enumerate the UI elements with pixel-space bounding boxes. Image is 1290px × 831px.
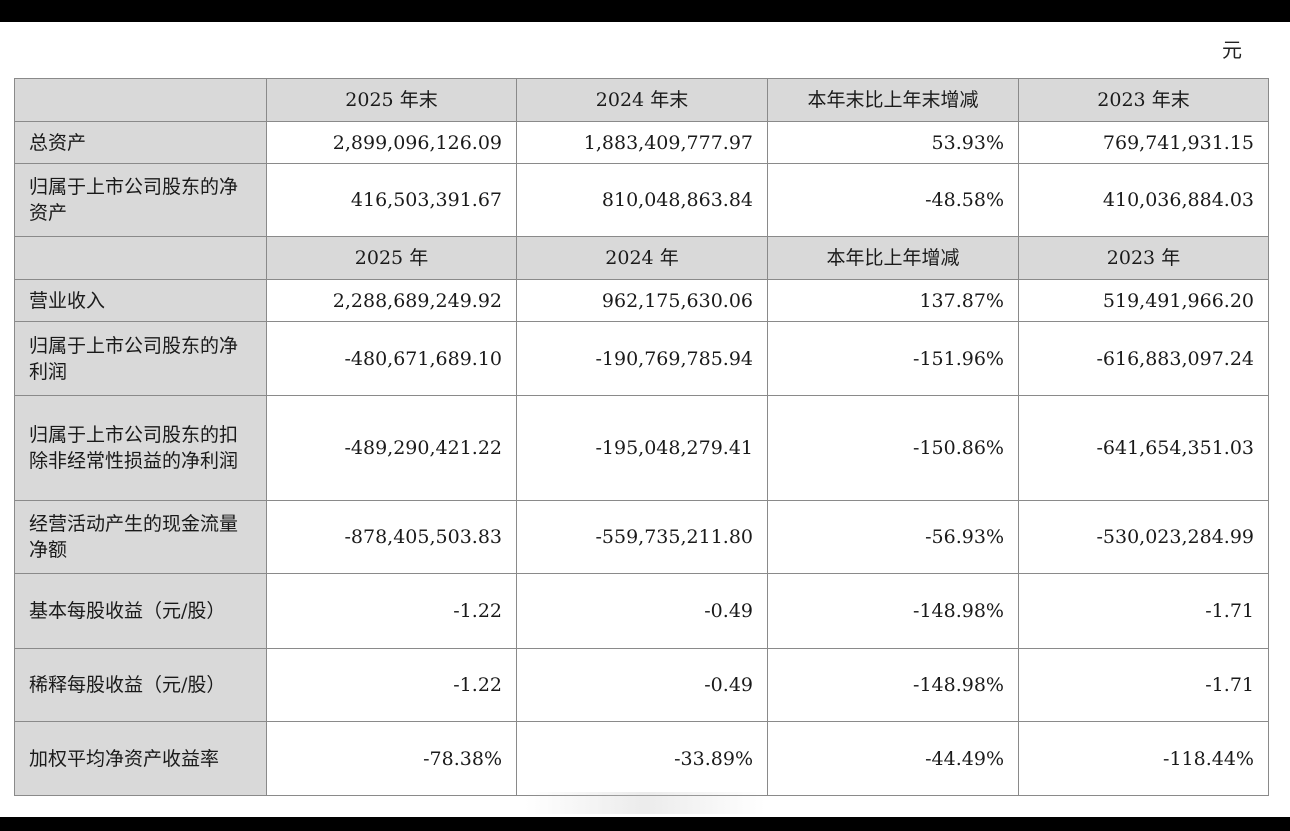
value-cell: -151.96% xyxy=(767,321,1019,396)
table-row: 总资产 2,899,096,126.09 1,883,409,777.97 53… xyxy=(14,121,1269,164)
value-cell: -480,671,689.10 xyxy=(266,321,517,396)
value-cell: 53.93% xyxy=(767,121,1019,164)
row-label: 加权平均净资产收益率 xyxy=(14,721,267,796)
bottom-black-bar xyxy=(0,817,1290,831)
unit-label: 元 xyxy=(1222,38,1242,62)
value-cell: -559,735,211.80 xyxy=(516,500,768,574)
header-cell xyxy=(14,236,267,280)
value-cell: -56.93% xyxy=(767,500,1019,574)
row-label: 营业收入 xyxy=(14,279,267,322)
value-cell: 1,883,409,777.97 xyxy=(516,121,768,164)
value-cell: -190,769,785.94 xyxy=(516,321,768,396)
table-row: 经营活动产生的现金流量净额 -878,405,503.83 -559,735,2… xyxy=(14,500,1269,574)
value-cell: -1.22 xyxy=(266,573,517,649)
value-cell: -150.86% xyxy=(767,395,1019,501)
value-cell: -118.44% xyxy=(1018,721,1269,796)
row-label: 归属于上市公司股东的扣除非经常性损益的净利润 xyxy=(14,395,267,501)
table-row: 加权平均净资产收益率 -78.38% -33.89% -44.49% -118.… xyxy=(14,721,1269,796)
header-cell: 2025 年末 xyxy=(266,78,517,122)
value-cell: -195,048,279.41 xyxy=(516,395,768,501)
value-cell: -1.71 xyxy=(1018,573,1269,649)
value-cell: -616,883,097.24 xyxy=(1018,321,1269,396)
table-row: 稀释每股收益（元/股） -1.22 -0.49 -148.98% -1.71 xyxy=(14,648,1269,722)
table-row: 营业收入 2,288,689,249.92 962,175,630.06 137… xyxy=(14,279,1269,322)
value-cell: 810,048,863.84 xyxy=(516,163,768,237)
financial-table: 2025 年末 2024 年末 本年末比上年末增减 2023 年末 总资产 2,… xyxy=(14,78,1269,796)
row-label: 稀释每股收益（元/股） xyxy=(14,648,267,722)
income-header-row: 2025 年 2024 年 本年比上年增减 2023 年 xyxy=(14,236,1269,280)
row-label: 总资产 xyxy=(14,121,267,164)
header-cell: 本年末比上年末增减 xyxy=(767,78,1019,122)
value-cell: -530,023,284.99 xyxy=(1018,500,1269,574)
value-cell: 519,491,966.20 xyxy=(1018,279,1269,322)
top-black-bar xyxy=(0,0,1290,22)
value-cell: -33.89% xyxy=(516,721,768,796)
value-cell: 962,175,630.06 xyxy=(516,279,768,322)
value-cell: -0.49 xyxy=(516,648,768,722)
watermark xyxy=(525,792,765,814)
header-cell: 2025 年 xyxy=(266,236,517,280)
balance-header-row: 2025 年末 2024 年末 本年末比上年末增减 2023 年末 xyxy=(14,78,1269,122)
value-cell: 410,036,884.03 xyxy=(1018,163,1269,237)
value-cell: -1.71 xyxy=(1018,648,1269,722)
header-cell: 2024 年末 xyxy=(516,78,768,122)
value-cell: -44.49% xyxy=(767,721,1019,796)
row-label: 归属于上市公司股东的净利润 xyxy=(14,321,267,396)
value-cell: -148.98% xyxy=(767,573,1019,649)
value-cell: 137.87% xyxy=(767,279,1019,322)
value-cell: -489,290,421.22 xyxy=(266,395,517,501)
header-cell: 2023 年末 xyxy=(1018,78,1269,122)
row-label: 基本每股收益（元/股） xyxy=(14,573,267,649)
value-cell: -878,405,503.83 xyxy=(266,500,517,574)
value-cell: 2,288,689,249.92 xyxy=(266,279,517,322)
header-cell: 2023 年 xyxy=(1018,236,1269,280)
table-row: 基本每股收益（元/股） -1.22 -0.49 -148.98% -1.71 xyxy=(14,573,1269,649)
value-cell: 416,503,391.67 xyxy=(266,163,517,237)
value-cell: -1.22 xyxy=(266,648,517,722)
header-cell xyxy=(14,78,267,122)
table-row: 归属于上市公司股东的扣除非经常性损益的净利润 -489,290,421.22 -… xyxy=(14,395,1269,501)
value-cell: 769,741,931.15 xyxy=(1018,121,1269,164)
value-cell: -641,654,351.03 xyxy=(1018,395,1269,501)
value-cell: -48.58% xyxy=(767,163,1019,237)
header-cell: 本年比上年增减 xyxy=(767,236,1019,280)
value-cell: 2,899,096,126.09 xyxy=(266,121,517,164)
row-label: 归属于上市公司股东的净资产 xyxy=(14,163,267,237)
header-cell: 2024 年 xyxy=(516,236,768,280)
value-cell: -78.38% xyxy=(266,721,517,796)
value-cell: -0.49 xyxy=(516,573,768,649)
row-label: 经营活动产生的现金流量净额 xyxy=(14,500,267,574)
value-cell: -148.98% xyxy=(767,648,1019,722)
table-row: 归属于上市公司股东的净资产 416,503,391.67 810,048,863… xyxy=(14,163,1269,237)
table-row: 归属于上市公司股东的净利润 -480,671,689.10 -190,769,7… xyxy=(14,321,1269,396)
